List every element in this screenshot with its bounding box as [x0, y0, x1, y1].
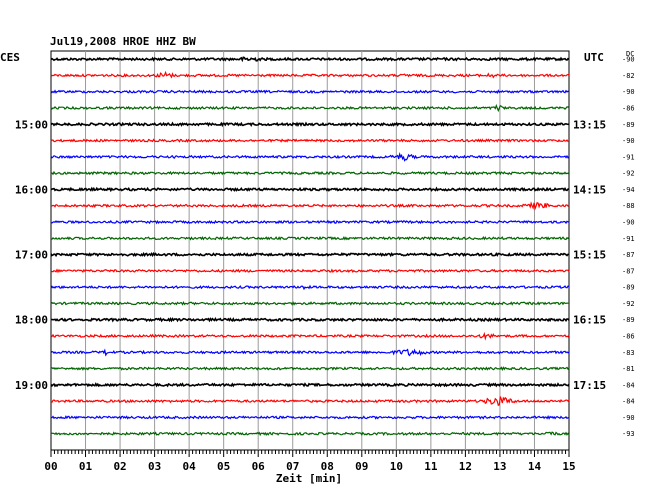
x-tick-label: 07	[286, 460, 299, 473]
dc-offset-label: -82	[622, 72, 635, 80]
seismic-trace	[50, 186, 570, 193]
seismic-trace	[50, 396, 570, 406]
x-tick-label: 10	[390, 460, 403, 473]
seismic-trace	[50, 251, 570, 258]
x-tick-label: 04	[183, 460, 197, 473]
seismic-trace	[50, 121, 570, 128]
seismic-trace	[50, 103, 570, 113]
chart-title: Jul19,2008 HROE HHZ BW	[50, 35, 196, 48]
x-axis-label: Zeit [min]	[276, 472, 342, 485]
seismic-trace	[50, 70, 570, 79]
grid-lines	[50, 50, 570, 451]
dc-offset-label: -81	[622, 365, 635, 373]
x-tick-label: 15	[562, 460, 575, 473]
dc-offset-label: -88	[622, 202, 635, 210]
seismic-trace	[50, 235, 570, 241]
dc-offset-header: DC	[626, 50, 634, 58]
right-time-label: 13:15	[573, 118, 606, 131]
seismic-trace	[50, 56, 570, 63]
seismic-trace	[51, 219, 569, 225]
seismic-trace	[50, 89, 570, 95]
dc-offset-label: -94	[622, 186, 635, 194]
time-labels: -90 -82 -90 -86 -89 -90 -91 -92 -94 -88 -90 -91 -87 -…	[15, 56, 635, 439]
right-timezone-label: UTC	[584, 51, 604, 64]
trace-lines	[50, 56, 570, 437]
seismic-trace	[50, 316, 570, 323]
x-tick-label: 14	[528, 460, 542, 473]
dc-offset-label: -90	[622, 219, 635, 227]
seismic-trace	[50, 201, 570, 211]
x-tick-label: 13	[493, 460, 506, 473]
seismic-trace	[50, 348, 570, 357]
seismic-trace	[50, 366, 570, 372]
seismic-trace	[50, 284, 570, 291]
dc-offset-label: -91	[622, 235, 635, 243]
dc-offset-label: -87	[622, 251, 635, 259]
left-time-label: 17:00	[15, 249, 48, 262]
x-tick-label: 12	[459, 460, 472, 473]
dc-offset-label: -90	[622, 56, 635, 64]
dc-offset-label: -92	[622, 170, 635, 178]
plot-frame	[50, 50, 570, 451]
seismic-trace	[50, 170, 570, 176]
seismic-trace	[50, 301, 570, 306]
right-time-label: 14:15	[573, 183, 606, 196]
seismic-trace	[50, 382, 570, 388]
dc-offset-label: -90	[622, 137, 635, 145]
left-time-label: 15:00	[15, 118, 48, 131]
dc-offset-label: -92	[622, 300, 635, 308]
left-time-label: 16:00	[15, 183, 48, 196]
left-time-label: 19:00	[15, 379, 48, 392]
seismic-trace	[50, 268, 570, 274]
left-time-label: 18:00	[15, 314, 48, 327]
dc-offset-label: -84	[622, 398, 635, 406]
x-tick-label: 11	[424, 460, 438, 473]
dc-offset-label: -84	[622, 381, 635, 389]
dc-offset-label: -89	[622, 284, 635, 292]
x-tick-label: 06	[252, 460, 266, 473]
dc-offset-label: -90	[622, 88, 635, 96]
seismic-trace	[50, 152, 570, 162]
seismic-trace	[50, 331, 570, 341]
seismic-trace	[50, 431, 570, 437]
x-tick-label: 02	[113, 460, 126, 473]
seismic-trace	[50, 138, 569, 143]
x-tick-label: 01	[79, 460, 93, 473]
x-tick-label: 05	[217, 460, 230, 473]
dc-offset-label: -91	[622, 153, 635, 161]
left-timezone-label: CES	[0, 51, 20, 64]
dc-offset-label: -86	[622, 105, 635, 113]
seismic-trace	[50, 415, 570, 420]
x-tick-label: 03	[148, 460, 161, 473]
dc-offset-label: -83	[622, 349, 635, 357]
dc-offset-label: -89	[622, 121, 635, 129]
x-tick-label: 08	[321, 460, 334, 473]
dc-offset-label: -89	[622, 316, 635, 324]
right-time-label: 15:15	[573, 249, 606, 262]
right-time-label: 17:15	[573, 379, 606, 392]
dc-offset-label: -90	[622, 414, 635, 422]
x-tick-label: 09	[355, 460, 368, 473]
dc-offset-label: -86	[622, 333, 635, 341]
x-axis: 00 01 02 03 04 05 06 07 08 09 10 11 12 13 14 15	[44, 450, 576, 473]
x-tick-label: 00	[44, 460, 57, 473]
right-time-label: 16:15	[573, 314, 606, 327]
dc-offset-label: -93	[622, 430, 635, 438]
dc-offset-label: -87	[622, 267, 635, 275]
